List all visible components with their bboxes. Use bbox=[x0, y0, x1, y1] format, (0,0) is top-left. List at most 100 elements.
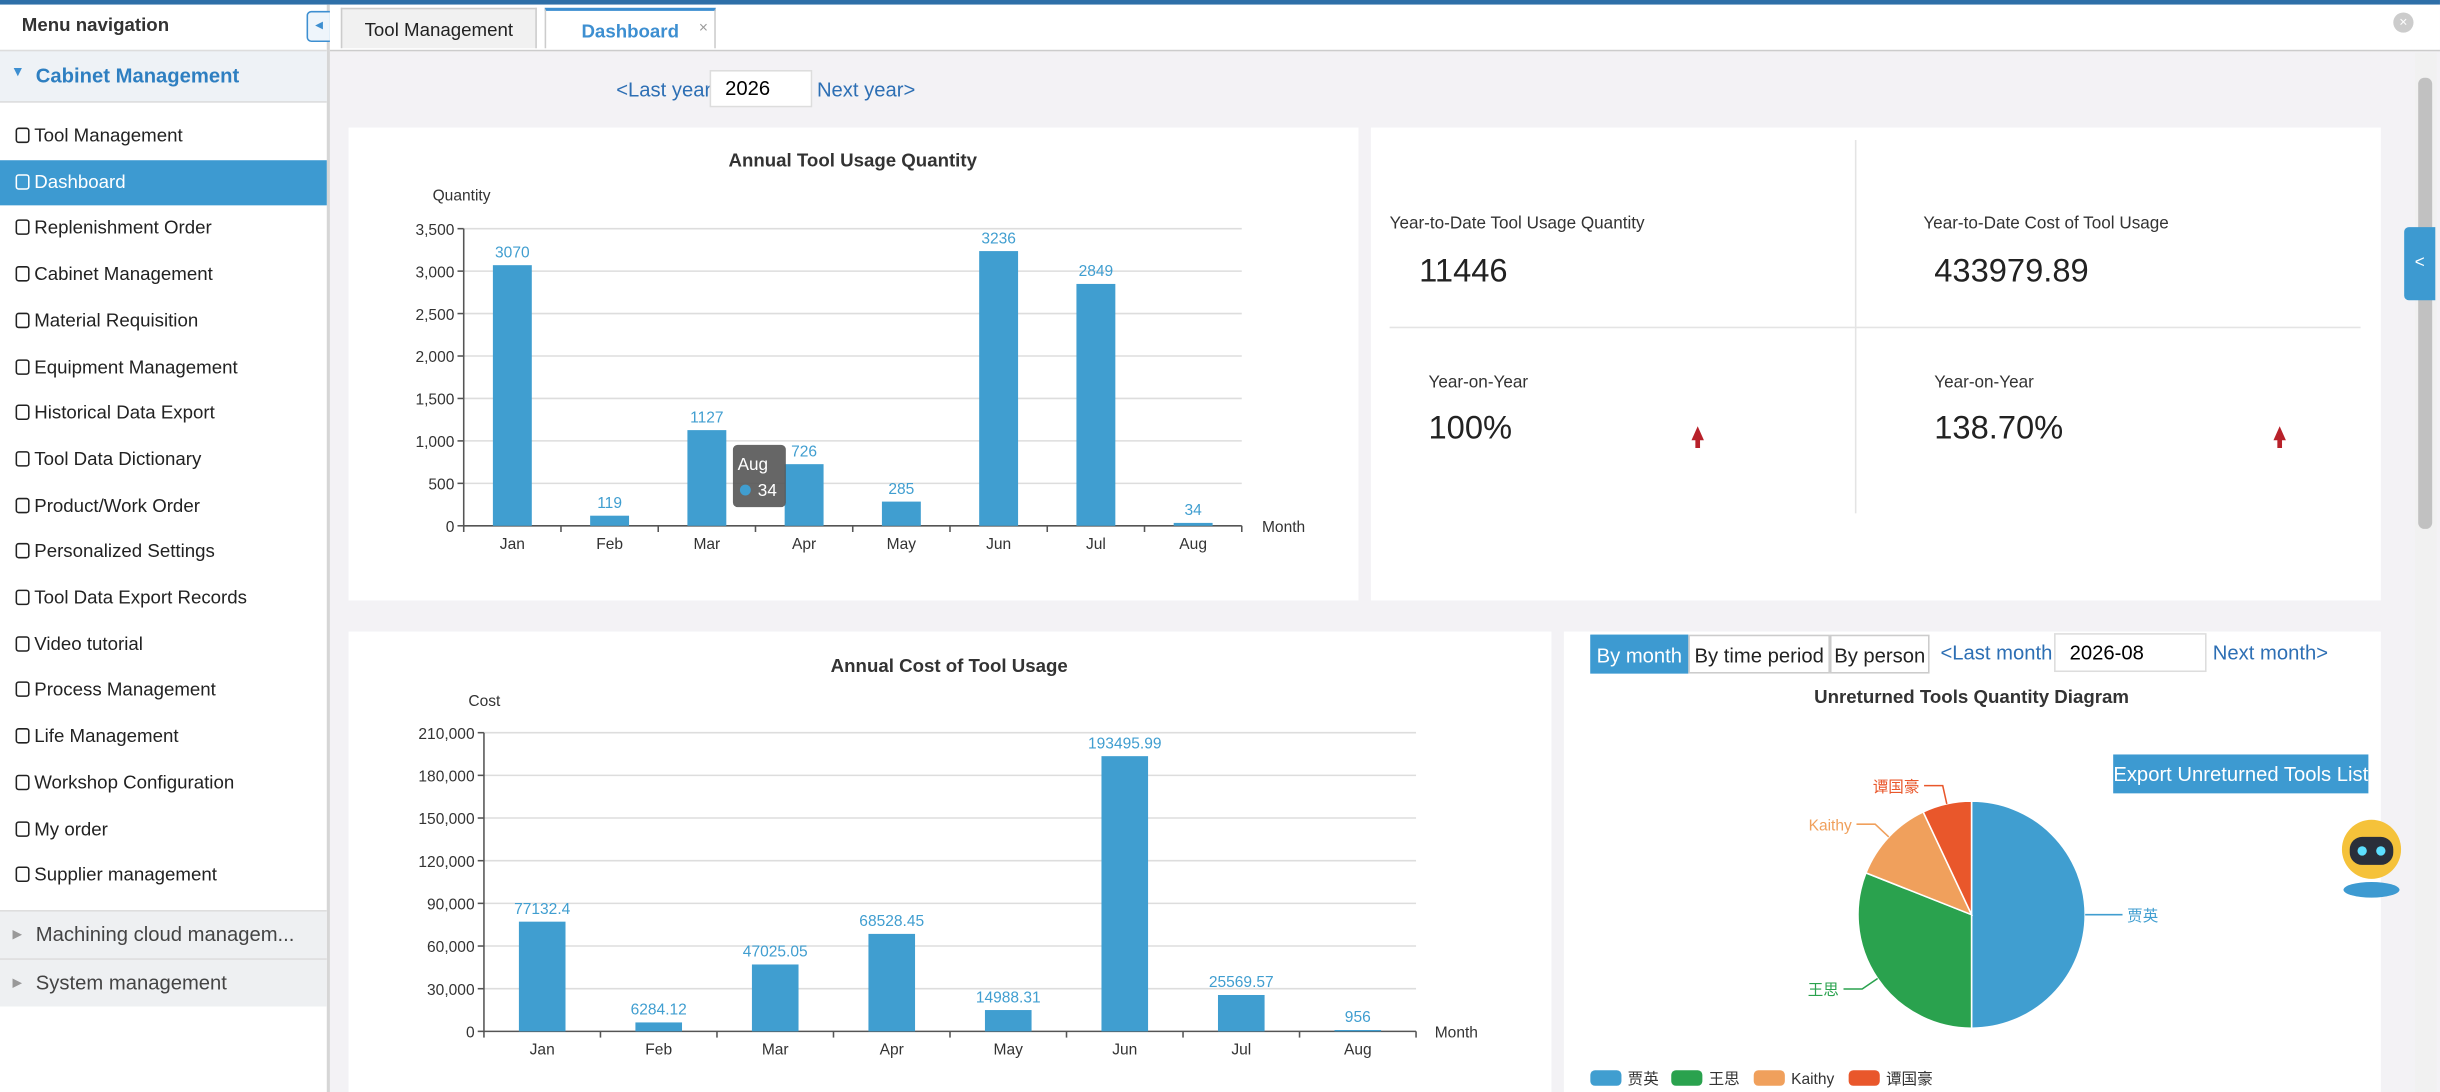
prev-month[interactable]: <Last month bbox=[1940, 640, 2053, 665]
group-header[interactable]: ▶ Machining cloud managem... bbox=[0, 910, 327, 959]
sidebar-header: Menu navigation bbox=[21, 14, 170, 36]
menu-item[interactable]: Life Management bbox=[0, 714, 327, 759]
kpi-panel bbox=[1370, 127, 2381, 601]
legend-swatch bbox=[1590, 1070, 1622, 1086]
bar bbox=[1217, 994, 1265, 1032]
close-all[interactable]: × bbox=[2393, 12, 2414, 33]
tab[interactable]: Dashboard × bbox=[544, 7, 716, 49]
legend-label: 王思 bbox=[1709, 1070, 1740, 1088]
menu-item[interactable]: Personalized Settings bbox=[0, 529, 327, 574]
menu-item[interactable]: Process Management bbox=[0, 668, 327, 713]
next-month[interactable]: Next month> bbox=[2212, 640, 2329, 665]
menu-icon bbox=[15, 820, 30, 837]
group-arrow: ▶ bbox=[12, 975, 23, 990]
menu-icon bbox=[15, 774, 30, 790]
menu-icon bbox=[15, 312, 30, 328]
menu-icon bbox=[15, 173, 30, 190]
menu-item[interactable]: Material Requisition bbox=[0, 298, 327, 343]
x-tick-label: Feb bbox=[596, 536, 623, 553]
bar bbox=[984, 1010, 1032, 1032]
menu-icon bbox=[15, 681, 30, 698]
group-arrow: ▶ bbox=[12, 927, 23, 942]
menu-item[interactable]: Equipment Management bbox=[0, 345, 327, 390]
bar bbox=[784, 464, 824, 526]
menu-icon bbox=[15, 635, 30, 652]
x-axis-label: Month bbox=[1435, 1025, 1478, 1042]
menu-icon bbox=[15, 728, 30, 744]
menu-label: Video tutorial bbox=[34, 632, 143, 655]
tooltip-value: 34 bbox=[758, 481, 778, 500]
next-year[interactable]: Next year> bbox=[816, 77, 916, 102]
menu-item[interactable]: Tool Management bbox=[0, 114, 327, 159]
value-label: 726 bbox=[791, 443, 817, 460]
bar bbox=[492, 265, 532, 526]
tab-label: Tool Management bbox=[364, 18, 514, 41]
year-input[interactable]: 2026 bbox=[709, 70, 813, 108]
menu-item[interactable]: Tool Data Dictionary bbox=[0, 437, 327, 482]
value-label: 3070 bbox=[495, 244, 530, 261]
menu-icon bbox=[15, 589, 30, 606]
leader-line bbox=[1856, 823, 1890, 838]
kpi-value: 100% bbox=[1428, 410, 1513, 447]
export-button[interactable]: Export Unreturned Tools List bbox=[2113, 754, 2369, 794]
up-arrow bbox=[1691, 426, 1704, 449]
slice-label: 王思 bbox=[1808, 981, 1839, 999]
menu-item[interactable]: Dashboard bbox=[0, 159, 327, 205]
menu-icon bbox=[15, 358, 30, 375]
side-toggle[interactable]: < bbox=[2404, 227, 2436, 301]
tab-close[interactable]: × bbox=[698, 20, 709, 38]
bar bbox=[1334, 1030, 1382, 1032]
sidebar: Menu navigation ◂ ▼ Cabinet Management T… bbox=[0, 4, 332, 1092]
menu-item[interactable]: Video tutorial bbox=[0, 622, 327, 667]
filter-button[interactable]: By time period bbox=[1688, 634, 1830, 674]
y-tick-label: 500 bbox=[428, 477, 454, 494]
menu-icon bbox=[15, 543, 30, 559]
menu-label: Equipment Management bbox=[34, 355, 238, 378]
filter-button[interactable]: By person bbox=[1829, 634, 1930, 674]
leader-line bbox=[1843, 977, 1879, 990]
legend-swatch bbox=[1753, 1070, 1785, 1086]
bar bbox=[751, 964, 799, 1032]
menu-item[interactable]: Workshop Configuration bbox=[0, 760, 327, 805]
tab[interactable]: Tool Management bbox=[340, 7, 537, 49]
scrollbar[interactable] bbox=[2415, 52, 2437, 1092]
menu-item[interactable]: Cabinet Management bbox=[0, 252, 327, 297]
y-tick-label: 2,000 bbox=[415, 349, 454, 366]
menu-item[interactable]: Product/Work Order bbox=[0, 483, 327, 528]
menu-label: Supplier management bbox=[34, 863, 217, 886]
menu-item[interactable]: Historical Data Export bbox=[0, 391, 327, 436]
chart-title: Unreturned Tools Quantity Diagram bbox=[1814, 686, 2129, 707]
x-tick-label: Jul bbox=[1231, 1042, 1251, 1059]
group-header[interactable]: ▼ Cabinet Management bbox=[0, 49, 327, 103]
x-tick-label: May bbox=[887, 536, 917, 553]
x-tick-label: May bbox=[994, 1042, 1024, 1059]
group-header[interactable]: ▶ System management bbox=[0, 958, 327, 1007]
menu-item[interactable]: Replenishment Order bbox=[0, 206, 327, 251]
y-tick-label: 120,000 bbox=[418, 854, 475, 871]
menu-item[interactable]: Tool Data Export Records bbox=[0, 576, 327, 621]
month-input[interactable]: 2026-08 bbox=[2054, 633, 2207, 673]
menu-item[interactable]: My order bbox=[0, 807, 327, 852]
tab-label: Dashboard bbox=[581, 20, 679, 43]
x-tick-label: Jan bbox=[500, 536, 525, 553]
value-label: 119 bbox=[597, 495, 622, 512]
pie-slice bbox=[1970, 800, 2086, 1030]
x-tick-label: Mar bbox=[762, 1042, 789, 1059]
filter-button[interactable]: By month bbox=[1590, 634, 1689, 674]
y-tick-label: 0 bbox=[446, 519, 455, 536]
group-title: System management bbox=[35, 970, 227, 995]
legend-label: Kaithy bbox=[1791, 1071, 1834, 1088]
menu-label: Dashboard bbox=[34, 170, 126, 193]
value-label: 6284.12 bbox=[631, 1002, 687, 1019]
value-label: 68528.45 bbox=[859, 913, 924, 930]
menu-label: Replenishment Order bbox=[34, 216, 212, 239]
menu-label: Historical Data Export bbox=[34, 401, 215, 424]
x-tick-label: Jul bbox=[1086, 536, 1106, 553]
menu-item[interactable]: Supplier management bbox=[0, 853, 327, 898]
assistant-icon[interactable] bbox=[2328, 806, 2415, 899]
x-tick-label: Apr bbox=[880, 1042, 904, 1059]
prev-year[interactable]: <Last year bbox=[616, 77, 712, 102]
